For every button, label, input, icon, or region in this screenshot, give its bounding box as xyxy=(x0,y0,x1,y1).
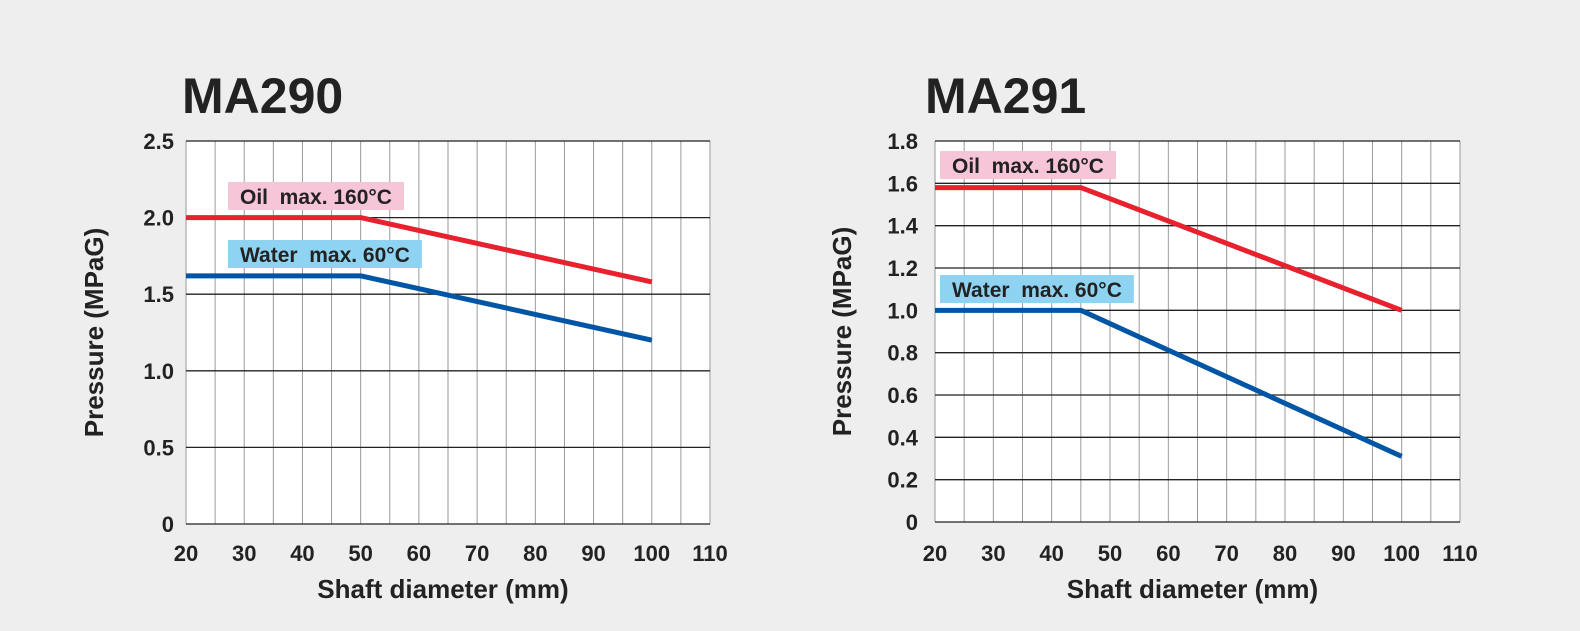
x-tick-label: 50 xyxy=(348,541,372,566)
x-tick-label: 40 xyxy=(290,541,314,566)
y-tick-label: 0 xyxy=(906,510,918,535)
x-tick-label: 90 xyxy=(1331,541,1355,566)
y-tick-label: 0 xyxy=(162,512,174,537)
y-tick-label: 1.6 xyxy=(887,171,918,196)
y-tick-label: 2.5 xyxy=(143,129,174,154)
x-tick-label: 20 xyxy=(923,541,947,566)
series-label-0: Oil max. 160°C xyxy=(228,182,404,210)
series-line-1 xyxy=(186,273,653,343)
x-tick-label: 90 xyxy=(581,541,605,566)
x-tick-label: 70 xyxy=(465,541,489,566)
series-line-1 xyxy=(935,307,1403,459)
x-tick-label: 60 xyxy=(1156,541,1180,566)
x-tick-label: 60 xyxy=(407,541,431,566)
series-line-0 xyxy=(186,215,653,285)
x-tick-label: 70 xyxy=(1214,541,1238,566)
x-tick-label: 40 xyxy=(1039,541,1063,566)
series-label-text: Water max. 60°C xyxy=(952,279,1122,302)
x-tick-label: 80 xyxy=(1273,541,1297,566)
y-axis-label: Pressure (MPaG) xyxy=(827,227,857,437)
y-tick-label: 0.2 xyxy=(887,468,918,493)
series-label-1: Water max. 60°C xyxy=(228,240,422,268)
series-label-bg xyxy=(228,240,422,268)
y-tick-label: 1.4 xyxy=(887,214,918,239)
x-axis-label: Shaft diameter (mm) xyxy=(317,574,568,604)
series-line-0 xyxy=(935,185,1403,313)
series-label-text: Water max. 60°C xyxy=(240,244,410,267)
x-tick-label: 100 xyxy=(1383,541,1420,566)
y-tick-label: 1.8 xyxy=(887,129,918,154)
y-tick-label: 0.5 xyxy=(143,435,174,460)
chart-0: 0 0.5 1.0 1.5 2.0 2.5 20 30 40 50 60 70 80 90 100 110 MA… xyxy=(79,68,728,604)
y-tick-label: 0.8 xyxy=(887,341,918,366)
y-tick-label: 1.0 xyxy=(887,298,918,323)
chart-title: MA290 xyxy=(182,68,343,124)
series-label-1: Water max. 60°C xyxy=(940,275,1134,303)
series-label-text: Oil max. 160°C xyxy=(240,186,392,209)
series-label-bg xyxy=(228,182,404,210)
x-tick-label: 100 xyxy=(633,541,670,566)
chart-title: MA291 xyxy=(925,68,1086,124)
x-tick-label: 110 xyxy=(1442,541,1478,566)
series-label-bg xyxy=(940,151,1116,179)
x-tick-label: 20 xyxy=(174,541,198,566)
x-tick-label: 30 xyxy=(232,541,256,566)
series-label-bg xyxy=(940,275,1134,303)
x-tick-label: 50 xyxy=(1098,541,1122,566)
y-axis-label: Pressure (MPaG) xyxy=(79,228,109,438)
y-tick-label: 1.0 xyxy=(143,359,174,384)
y-tick-label: 0.4 xyxy=(887,425,918,450)
y-tick-label: 2.0 xyxy=(143,206,174,231)
y-tick-label: 1.2 xyxy=(887,256,918,281)
x-tick-label: 30 xyxy=(981,541,1005,566)
chart-1: 0 0.2 0.4 0.6 0.8 1.0 1.2 1.4 1.6 1.8 20 30 40 50 60 70… xyxy=(827,68,1478,604)
series-label-text: Oil max. 160°C xyxy=(952,155,1104,178)
x-tick-label: 80 xyxy=(523,541,547,566)
x-axis-label: Shaft diameter (mm) xyxy=(1067,574,1318,604)
x-tick-label: 110 xyxy=(692,541,728,566)
y-tick-label: 0.6 xyxy=(887,383,918,408)
series-label-0: Oil max. 160°C xyxy=(940,151,1116,179)
y-tick-label: 1.5 xyxy=(143,282,174,307)
